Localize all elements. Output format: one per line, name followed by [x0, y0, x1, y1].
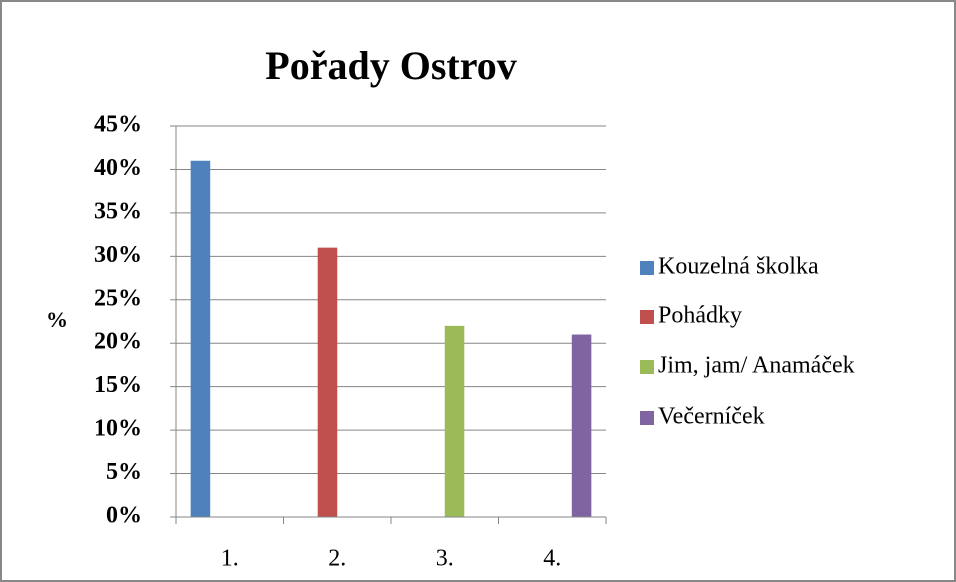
x-tick-label: 4. — [543, 546, 561, 572]
bar — [317, 247, 338, 517]
legend-swatch — [640, 261, 654, 275]
bar — [444, 325, 465, 517]
y-tick-label: 45% — [94, 112, 142, 138]
y-tick-label: 5% — [106, 459, 142, 485]
legend-label: Kouzelná školka — [658, 254, 819, 280]
y-tick-label: 10% — [94, 416, 142, 442]
y-tick-label: 0% — [106, 503, 142, 529]
y-tick-label: 20% — [94, 329, 142, 355]
y-tick-label: 40% — [94, 155, 142, 181]
y-tick-label: 35% — [94, 198, 142, 224]
y-tick-label: 30% — [94, 242, 142, 268]
legend-swatch — [640, 411, 654, 425]
y-tick-label: 15% — [94, 372, 142, 398]
legend-swatch — [640, 310, 654, 324]
y-axis-label: % — [46, 307, 68, 332]
legend-swatch — [640, 360, 654, 374]
legend-label: Jim, jam/ Anamáček — [658, 353, 855, 379]
bar — [571, 334, 592, 517]
x-tick-label: 3. — [436, 546, 454, 572]
bar — [190, 160, 211, 517]
x-tick-label: 1. — [221, 546, 239, 572]
legend-label: Pohádky — [658, 303, 742, 329]
legend-label: Večerníček — [658, 404, 765, 430]
chart-title: Pořady Ostrov — [265, 43, 516, 88]
x-tick-label: 2. — [328, 546, 346, 572]
y-tick-label: 25% — [94, 285, 142, 311]
